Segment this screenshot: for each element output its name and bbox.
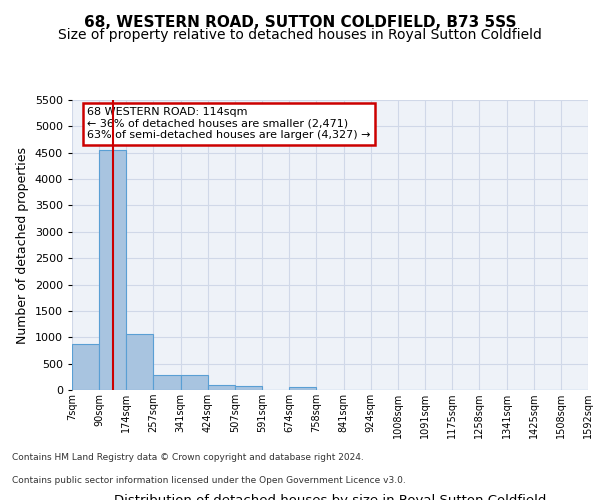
Bar xyxy=(154,374,181,390)
Text: Contains HM Land Registry data © Crown copyright and database right 2024.: Contains HM Land Registry data © Crown c… xyxy=(12,454,364,462)
Bar xyxy=(235,386,262,390)
Y-axis label: Number of detached properties: Number of detached properties xyxy=(16,146,29,344)
Bar xyxy=(289,387,316,390)
Bar xyxy=(72,344,99,390)
Text: Contains public sector information licensed under the Open Government Licence v3: Contains public sector information licen… xyxy=(12,476,406,485)
Bar xyxy=(99,150,127,390)
Bar xyxy=(181,375,208,390)
Bar xyxy=(208,386,235,390)
X-axis label: Distribution of detached houses by size in Royal Sutton Coldfield: Distribution of detached houses by size … xyxy=(114,494,546,500)
Text: 68 WESTERN ROAD: 114sqm
← 36% of detached houses are smaller (2,471)
63% of semi: 68 WESTERN ROAD: 114sqm ← 36% of detache… xyxy=(88,108,371,140)
Text: 68, WESTERN ROAD, SUTTON COLDFIELD, B73 5SS: 68, WESTERN ROAD, SUTTON COLDFIELD, B73 … xyxy=(84,15,516,30)
Bar xyxy=(127,334,154,390)
Text: Size of property relative to detached houses in Royal Sutton Coldfield: Size of property relative to detached ho… xyxy=(58,28,542,42)
